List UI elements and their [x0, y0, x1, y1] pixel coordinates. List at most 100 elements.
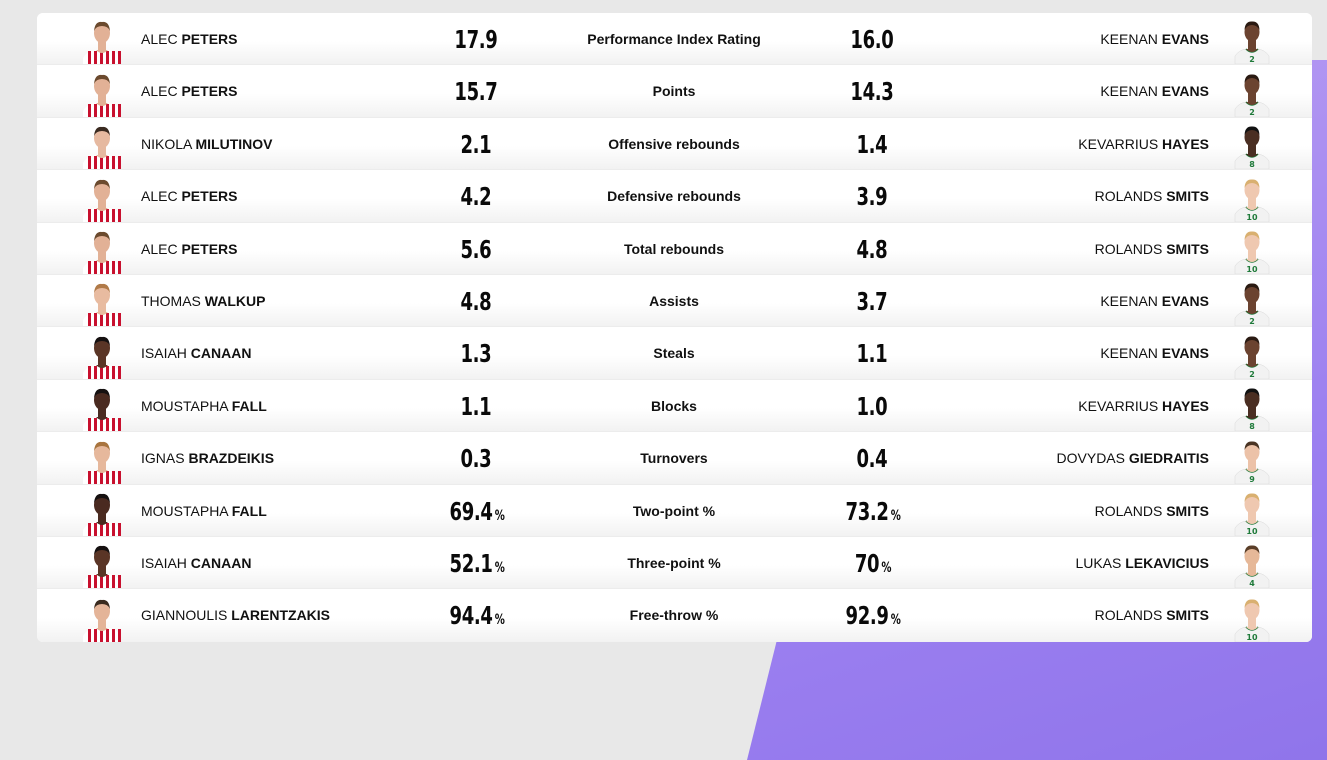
jersey-stripe	[100, 470, 103, 484]
home-stat-value: 52.1%	[434, 537, 520, 589]
jersey-stripe	[106, 628, 109, 642]
home-player-name[interactable]: IGNAS BRAZDEIKIS	[141, 432, 274, 484]
home-player-name[interactable]: THOMAS WALKUP	[141, 275, 265, 327]
home-player-avatar[interactable]	[79, 18, 125, 65]
stat-row: ISAIAH CANAAN 52.1% Three-point % 70% LU…	[37, 536, 1312, 590]
jersey-stripe	[112, 156, 115, 170]
away-player-avatar[interactable]: 10	[1229, 228, 1275, 274]
home-player-name[interactable]: ALEC PETERS	[141, 170, 237, 222]
neck-shape	[1246, 363, 1258, 367]
jersey-stripe	[88, 156, 91, 170]
away-player-name[interactable]: KEENAN EVANS	[1100, 275, 1209, 327]
home-player-first-name: ISAIAH	[141, 345, 187, 362]
away-player-last-name: EVANS	[1161, 292, 1209, 309]
stat-label: Performance Index Rating	[587, 31, 761, 47]
jersey-stripe	[88, 51, 91, 65]
home-player-name[interactable]: ALEC PETERS	[141, 13, 237, 65]
home-player-name[interactable]: MOUSTAPHA FALL	[141, 380, 267, 432]
away-player-name[interactable]: ROLANDS SMITS	[1095, 223, 1209, 275]
home-player-avatar[interactable]	[79, 385, 125, 432]
jersey-stripe	[118, 313, 121, 327]
jersey-stripe	[118, 103, 121, 117]
stat-label: Turnovers	[640, 450, 708, 467]
home-player-avatar[interactable]	[79, 176, 125, 222]
away-player-avatar[interactable]: 4	[1229, 542, 1275, 589]
away-player-avatar[interactable]: 2	[1229, 18, 1275, 65]
neck-shape	[1248, 563, 1256, 574]
home-player-last-name: CANAAN	[190, 345, 252, 362]
away-player-first-name: ROLANDS	[1094, 240, 1163, 257]
neck-shape	[1248, 196, 1256, 207]
away-player-avatar[interactable]: 10	[1229, 490, 1275, 536]
home-player-name[interactable]: ALEC PETERS	[141, 65, 237, 117]
home-player-avatar[interactable]	[79, 490, 125, 536]
neck-shape	[1248, 91, 1256, 102]
neck-shape	[98, 354, 106, 365]
neck-shape	[1246, 258, 1258, 262]
home-player-last-name: LARENTZAKIS	[231, 607, 331, 624]
away-player-name[interactable]: ROLANDS SMITS	[1095, 170, 1209, 222]
home-player-avatar[interactable]	[79, 71, 125, 117]
neck-shape	[1246, 626, 1258, 630]
stat-row: MOUSTAPHA FALL 69.4% Two-point % 73.2% R…	[37, 484, 1312, 537]
home-player-name[interactable]: MOUSTAPHA FALL	[141, 485, 267, 537]
home-player-avatar[interactable]	[79, 123, 125, 170]
away-player-last-name: GIEDRAITIS	[1128, 450, 1209, 467]
home-player-avatar[interactable]	[79, 596, 125, 642]
jersey-stripe	[100, 103, 103, 117]
head-shape	[1244, 75, 1260, 95]
home-player-avatar[interactable]	[79, 228, 125, 274]
home-stat-value: 5.6	[434, 223, 520, 275]
jersey-stripe	[112, 313, 115, 327]
neck-shape	[98, 249, 106, 260]
away-player-name[interactable]: KEVARRIUS HAYES	[1078, 118, 1209, 170]
home-player-name[interactable]: NIKOLA MILUTINOV	[141, 118, 272, 170]
jersey-stripe	[88, 365, 91, 379]
jersey-stripe	[88, 470, 91, 484]
jersey-stripe	[118, 208, 121, 222]
away-player-avatar[interactable]: 2	[1229, 280, 1275, 327]
jersey-stripe	[112, 470, 115, 484]
home-stat-unit: %	[494, 507, 505, 524]
away-player-last-name: SMITS	[1166, 502, 1209, 519]
away-player-avatar[interactable]: 2	[1229, 333, 1275, 379]
away-player-avatar[interactable]: 10	[1229, 176, 1275, 222]
home-player-avatar[interactable]	[79, 280, 125, 327]
stat-row: ALEC PETERS 17.9 Performance Index Ratin…	[37, 13, 1312, 66]
hair-shape	[94, 22, 110, 32]
away-player-avatar[interactable]: 9	[1229, 438, 1275, 484]
away-stat-number: 1.1	[856, 339, 888, 369]
home-stat-number: 94.4	[449, 601, 493, 631]
away-player-avatar[interactable]: 2	[1229, 71, 1275, 117]
home-player-name[interactable]: ALEC PETERS	[141, 223, 237, 275]
away-player-name[interactable]: KEENAN EVANS	[1100, 65, 1209, 117]
home-player-avatar[interactable]	[79, 542, 125, 589]
home-player-name[interactable]: ISAIAH CANAAN	[141, 327, 251, 379]
hair-shape	[94, 546, 110, 556]
neck-shape	[98, 617, 106, 628]
hair-shape	[94, 389, 110, 399]
away-player-avatar[interactable]: 8	[1229, 385, 1275, 432]
stat-label: Three-point %	[627, 554, 721, 571]
away-player-name[interactable]: LUKAS LEKAVICIUS	[1075, 537, 1209, 589]
head-shape	[1244, 284, 1260, 304]
neck-shape	[1248, 616, 1256, 627]
away-player-name[interactable]: ROLANDS SMITS	[1095, 485, 1209, 537]
away-stat-number: 4.8	[856, 234, 888, 264]
away-player-name[interactable]: KEENAN EVANS	[1100, 13, 1209, 65]
head-shape	[94, 442, 110, 463]
home-player-name[interactable]: GIANNOULIS LARENTZAKIS	[141, 589, 330, 641]
away-player-name[interactable]: ROLANDS SMITS	[1095, 589, 1209, 641]
away-player-name[interactable]: DOVYDAS GIEDRAITIS	[1057, 432, 1209, 484]
hair-shape	[94, 74, 110, 84]
home-player-name[interactable]: ISAIAH CANAAN	[141, 537, 251, 589]
home-stat-number: 17.9	[454, 25, 498, 54]
hair-shape	[94, 599, 110, 609]
away-player-name[interactable]: KEVARRIUS HAYES	[1078, 380, 1209, 432]
away-player-avatar[interactable]: 10	[1229, 596, 1275, 642]
away-stat-value: 1.1	[830, 327, 916, 379]
away-player-name[interactable]: KEENAN EVANS	[1100, 327, 1209, 379]
home-player-avatar[interactable]	[79, 333, 125, 379]
away-player-avatar[interactable]: 8	[1229, 123, 1275, 170]
home-player-avatar[interactable]	[79, 438, 125, 484]
